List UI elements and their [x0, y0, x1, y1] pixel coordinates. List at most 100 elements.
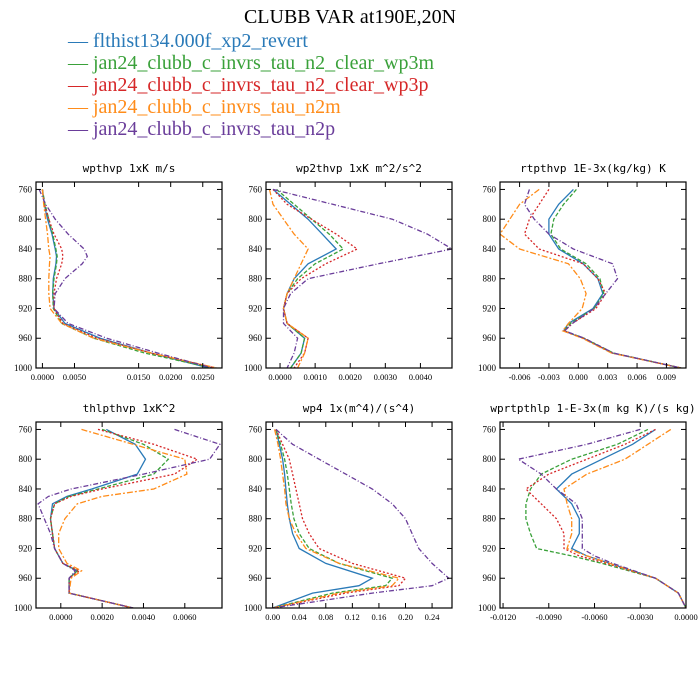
series-line-1	[272, 429, 374, 608]
legend-item-3: — jan24_clubb_c_invrs_tau_n2_clear_wp3p	[68, 74, 434, 96]
panel-frame	[35, 181, 223, 369]
legend-dash: —	[68, 118, 93, 140]
legend-label: jan24_clubb_c_invrs_tau_n2_clear_wp3m	[93, 52, 435, 74]
figure-title: CLUBB VAR at190E,20N	[243, 6, 457, 28]
y-tick-label: 840	[249, 484, 263, 494]
legend-item-4: — jan24_clubb_c_invrs_tau_n2m	[68, 96, 434, 118]
x-tick-label: 0.0010	[303, 372, 326, 382]
y-tick-label: 1000	[14, 603, 33, 613]
chart-panel-3: rtpthvp 1E-3x(kg/kg) K 760 800 840 880 920 960…	[478, 162, 687, 382]
legend: — flthist134.000f_xp2_revert — jan24_clu…	[68, 30, 434, 140]
series-line-3	[49, 428, 199, 608]
legend-dash: —	[68, 52, 93, 74]
series-line-2	[550, 188, 682, 368]
x-tick-label: 0.006	[627, 372, 646, 382]
x-tick-label: 0.0060	[173, 612, 196, 622]
x-tick-label: 0.0040	[132, 612, 155, 622]
chart-panel-1: wpthvp 1xK m/s76080084088092096010000.00…	[14, 162, 223, 382]
y-tick-label: 1000	[478, 363, 497, 373]
x-tick-label: 0.12	[345, 612, 360, 622]
y-tick-label: 760	[483, 184, 497, 194]
panel-frame	[499, 421, 687, 609]
series-group	[268, 188, 452, 368]
series-line-1	[272, 188, 338, 368]
y-tick-label: 760	[19, 184, 33, 194]
series-group	[37, 428, 221, 608]
x-tick-label: 0.003	[598, 372, 617, 382]
y-tick-label: 960	[483, 573, 497, 583]
x-tick-label: 0.0000	[268, 372, 291, 382]
series-line-5	[523, 189, 682, 368]
x-tick-label: 0.000	[569, 372, 588, 382]
y-tick-label: 840	[249, 244, 263, 254]
series-group	[272, 428, 450, 608]
x-tick-label: 0.0150	[127, 372, 150, 382]
panel-title: rtpthvp 1E-3x(kg/kg) K	[520, 162, 666, 175]
y-tick-label: 960	[19, 333, 33, 343]
x-tick-label: 0.0200	[159, 372, 182, 382]
panel-frame	[35, 421, 223, 609]
y-tick-label: 1000	[478, 603, 497, 613]
legend-label: jan24_clubb_c_invrs_tau_n2m	[93, 96, 341, 118]
series-line-4	[41, 189, 218, 368]
series-line-4	[272, 429, 401, 608]
panel-title: thlpthvp 1xK^2	[83, 402, 176, 415]
series-line-4	[268, 189, 309, 368]
legend-dash: —	[68, 30, 93, 52]
series-group	[38, 189, 218, 368]
x-tick-label: 0.0050	[63, 372, 86, 382]
y-tick-label: 960	[249, 573, 263, 583]
series-line-2	[525, 428, 686, 608]
y-tick-label: 800	[483, 454, 497, 464]
x-tick-label: 0.0000	[49, 612, 72, 622]
x-tick-label: 0.0000	[31, 372, 54, 382]
series-line-2	[41, 189, 213, 368]
series-line-3	[272, 188, 359, 368]
series-line-3	[523, 189, 682, 368]
panel-title: wprtpthlp 1-E-3x(m kg K)/(s kg)	[490, 402, 695, 415]
series-group	[500, 188, 682, 368]
y-tick-label: 840	[19, 244, 33, 254]
x-tick-label: -0.003	[538, 372, 560, 382]
series-line-5	[272, 188, 452, 368]
legend-label: jan24_clubb_c_invrs_tau_n2p	[93, 118, 336, 140]
panel-title: wp2thvp 1xK m^2/s^2	[296, 162, 422, 175]
y-tick-label: 760	[249, 184, 263, 194]
x-tick-label: 0.16	[371, 612, 386, 622]
series-group	[516, 428, 686, 608]
series-line-5	[38, 189, 213, 368]
x-tick-label: 0.0040	[409, 372, 432, 382]
series-line-3	[272, 429, 407, 608]
series-line-1	[41, 189, 210, 368]
chart-panel-5: wp4 1x(m^4)/(s^4)76080084088092096010000…	[244, 402, 453, 622]
y-tick-label: 800	[19, 214, 33, 224]
y-tick-label: 960	[483, 333, 497, 343]
x-tick-label: 0.0030	[374, 372, 397, 382]
legend-item-2: — jan24_clubb_c_invrs_tau_n2_clear_wp3m	[68, 52, 434, 74]
y-tick-label: 960	[19, 573, 33, 583]
series-line-4	[563, 428, 686, 608]
chart-panel-4: thlpthvp 1xK^2 760 800 840 880 920 960 1000 0.00…	[14, 402, 223, 622]
series-line-3	[41, 189, 216, 368]
panel-title: wpthvp 1xK m/s	[83, 162, 176, 175]
y-tick-label: 800	[249, 454, 263, 464]
x-tick-label: -0.0030	[627, 612, 653, 622]
y-tick-label: 920	[249, 543, 263, 553]
series-line-1	[548, 188, 682, 368]
y-tick-label: 920	[19, 543, 33, 553]
panel-frame	[265, 181, 453, 369]
panel-frame	[265, 421, 453, 609]
y-tick-label: 800	[249, 214, 263, 224]
x-tick-label: 0.0020	[90, 612, 113, 622]
y-tick-label: 880	[19, 274, 33, 284]
y-tick-label: 880	[249, 274, 263, 284]
series-line-4	[58, 428, 188, 608]
x-tick-label: 0.0020	[339, 372, 362, 382]
series-line-5	[272, 428, 450, 608]
legend-item-5: — jan24_clubb_c_invrs_tau_n2p	[68, 118, 434, 140]
x-tick-label: 0.24	[425, 612, 441, 622]
y-tick-label: 840	[483, 244, 497, 254]
series-line-2	[272, 429, 394, 608]
